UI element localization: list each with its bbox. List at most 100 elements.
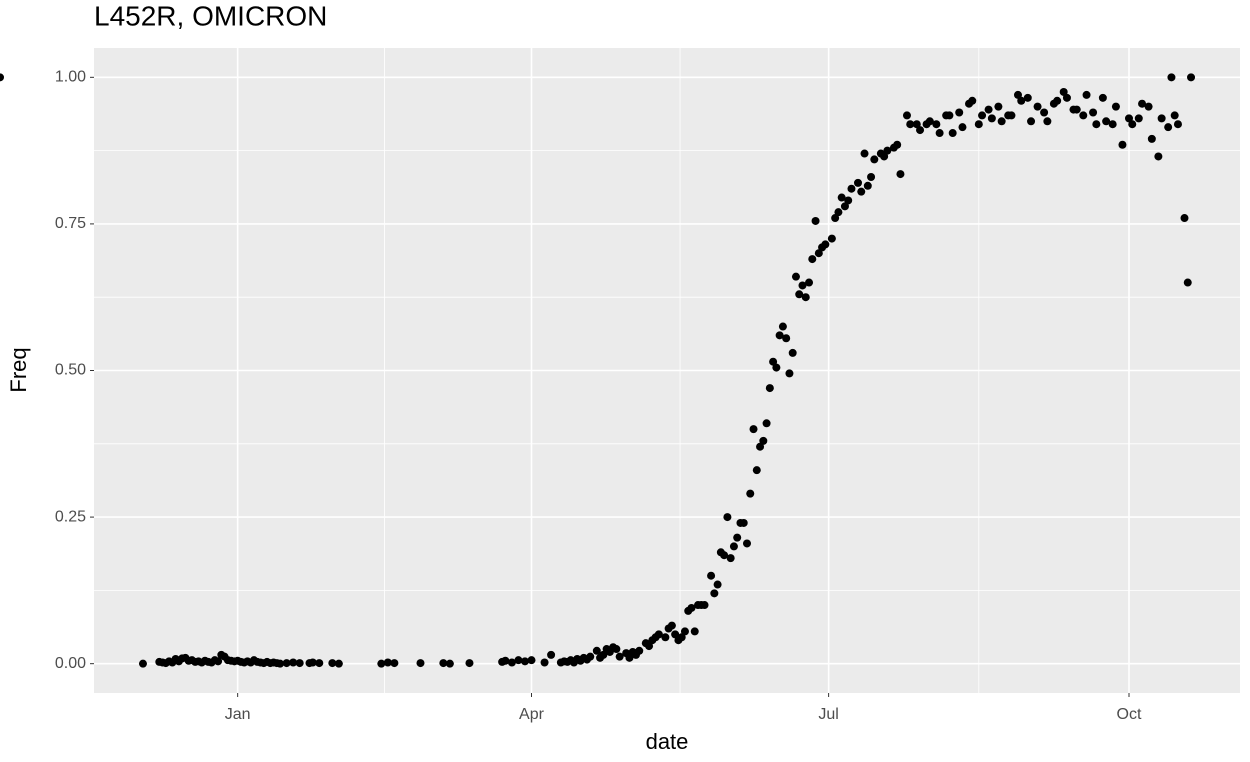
point bbox=[896, 170, 905, 179]
point bbox=[1147, 134, 1156, 143]
point bbox=[1138, 99, 1147, 108]
point bbox=[625, 653, 634, 662]
point bbox=[276, 659, 285, 668]
point bbox=[978, 111, 987, 120]
point bbox=[811, 216, 820, 225]
point bbox=[791, 272, 800, 281]
point bbox=[902, 111, 911, 120]
point bbox=[1128, 120, 1137, 129]
point bbox=[1072, 105, 1081, 114]
point bbox=[854, 178, 862, 187]
point bbox=[945, 111, 954, 120]
point bbox=[377, 659, 386, 668]
point bbox=[749, 425, 758, 434]
point bbox=[680, 627, 689, 636]
point bbox=[439, 659, 448, 668]
point bbox=[1013, 90, 1022, 99]
point bbox=[788, 348, 797, 357]
point bbox=[445, 659, 454, 668]
point bbox=[912, 120, 921, 129]
point bbox=[1173, 120, 1182, 129]
point bbox=[857, 187, 866, 196]
point bbox=[798, 281, 807, 290]
point bbox=[282, 659, 291, 668]
chart-title: L452R, OMICRON bbox=[94, 0, 327, 31]
point bbox=[867, 173, 876, 181]
point bbox=[906, 120, 915, 129]
point bbox=[1187, 73, 1196, 82]
point bbox=[645, 642, 654, 651]
point bbox=[723, 513, 732, 522]
y-tick-label: 0.00 bbox=[55, 655, 86, 672]
point bbox=[315, 659, 324, 668]
point bbox=[661, 633, 670, 642]
point bbox=[671, 630, 680, 639]
y-tick-label: 0.75 bbox=[55, 215, 86, 232]
point bbox=[1134, 114, 1143, 123]
x-tick-label: Jul bbox=[818, 706, 838, 723]
point bbox=[1180, 214, 1189, 223]
point bbox=[925, 117, 934, 126]
point bbox=[1040, 108, 1049, 117]
point bbox=[612, 645, 621, 654]
point bbox=[752, 466, 761, 475]
point bbox=[772, 363, 781, 372]
point bbox=[520, 657, 529, 666]
point bbox=[759, 436, 768, 445]
point bbox=[801, 293, 810, 302]
point bbox=[514, 656, 523, 665]
point bbox=[1118, 140, 1127, 149]
point bbox=[667, 621, 676, 630]
point bbox=[635, 646, 644, 655]
point bbox=[742, 539, 751, 548]
point bbox=[958, 123, 967, 132]
point bbox=[677, 633, 686, 642]
point bbox=[0, 73, 4, 82]
point bbox=[808, 255, 817, 264]
point bbox=[1144, 102, 1153, 111]
point bbox=[987, 114, 996, 123]
point bbox=[1167, 73, 1176, 82]
point bbox=[1033, 102, 1042, 111]
point bbox=[762, 419, 771, 428]
point bbox=[1170, 111, 1179, 120]
point bbox=[805, 278, 814, 287]
point bbox=[507, 658, 516, 667]
point bbox=[814, 249, 823, 258]
y-tick-label: 0.25 bbox=[55, 508, 86, 525]
point bbox=[916, 126, 925, 135]
point bbox=[1043, 117, 1052, 126]
point bbox=[782, 334, 791, 343]
point bbox=[1079, 111, 1088, 120]
point bbox=[1157, 114, 1166, 123]
x-tick-label: Oct bbox=[1117, 706, 1142, 723]
point bbox=[775, 331, 784, 340]
point bbox=[1023, 93, 1032, 102]
point bbox=[1053, 96, 1062, 105]
point bbox=[935, 129, 944, 138]
point bbox=[729, 542, 738, 551]
point bbox=[289, 658, 298, 667]
point bbox=[615, 652, 624, 661]
point bbox=[416, 659, 425, 668]
point bbox=[860, 149, 869, 158]
point bbox=[599, 650, 608, 659]
point bbox=[948, 129, 957, 138]
point bbox=[746, 489, 755, 498]
point bbox=[547, 650, 556, 659]
point bbox=[1092, 120, 1101, 129]
point bbox=[465, 659, 474, 668]
y-tick-label: 0.50 bbox=[55, 362, 86, 379]
point bbox=[739, 518, 748, 527]
point bbox=[1017, 96, 1026, 105]
point bbox=[778, 322, 787, 331]
point bbox=[1154, 152, 1163, 161]
y-tick-label: 1.00 bbox=[55, 69, 86, 86]
point bbox=[700, 601, 709, 610]
point bbox=[840, 202, 849, 211]
point bbox=[1027, 117, 1036, 126]
point bbox=[932, 120, 941, 129]
point bbox=[834, 208, 843, 217]
point bbox=[765, 384, 774, 393]
point bbox=[713, 580, 722, 589]
